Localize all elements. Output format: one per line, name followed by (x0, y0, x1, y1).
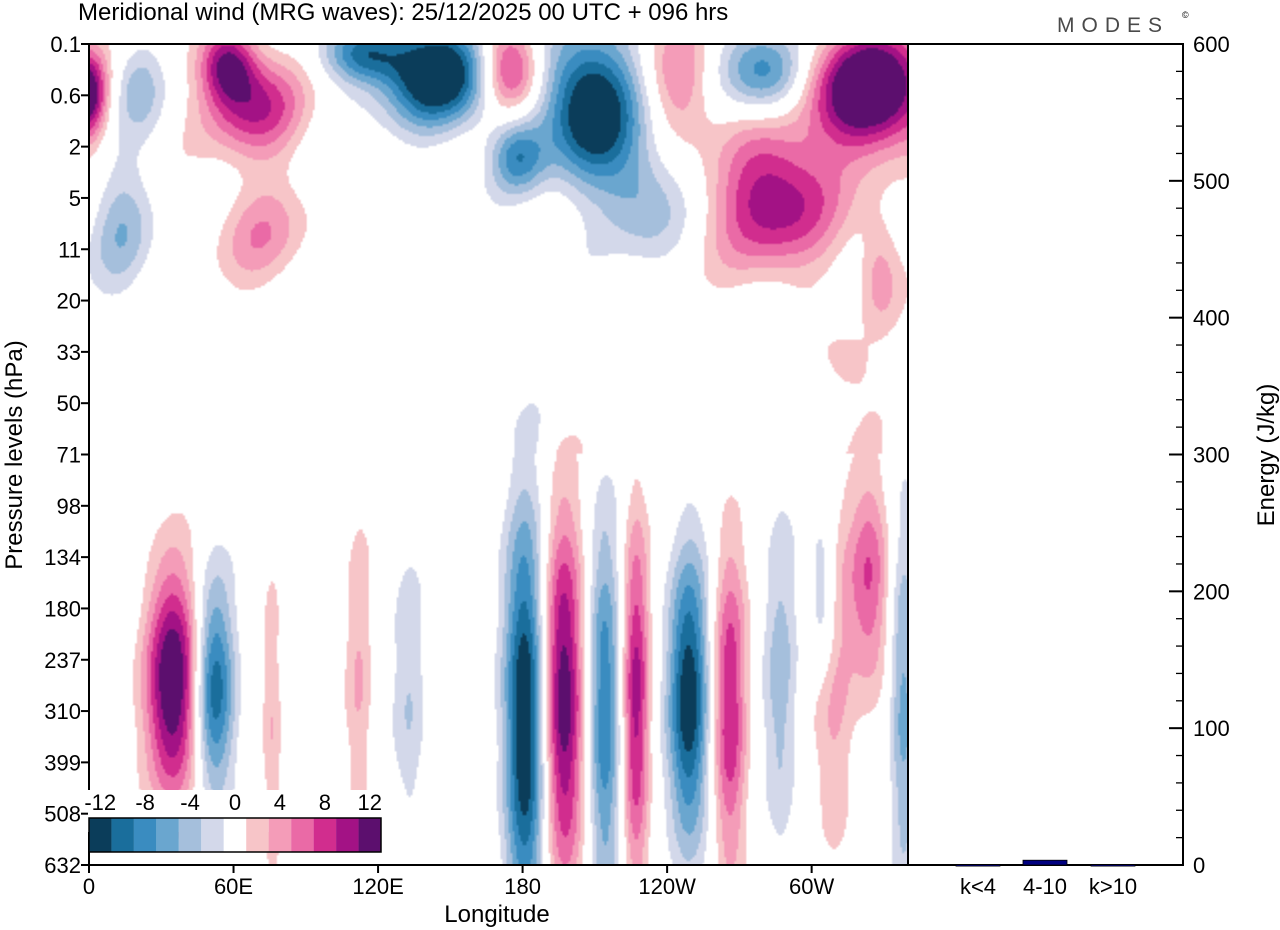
pressure-tick-label: 0.1 (50, 32, 81, 57)
energy-tick-label: 300 (1193, 443, 1230, 468)
colorbar-label: 12 (358, 790, 382, 815)
y-axis-label: Pressure levels (hPa) (1, 340, 28, 569)
colorbar-swatch (156, 818, 179, 852)
colorbar-swatch (178, 818, 202, 852)
energy-tick-label: 200 (1193, 579, 1230, 604)
energy-frame (907, 43, 1184, 866)
pressure-tick-label: 50 (57, 391, 81, 416)
colorbar-swatch (111, 818, 134, 852)
brand-mark: © (1182, 10, 1189, 20)
colorbar-label: -12 (84, 790, 116, 815)
pressure-tick-label: 98 (57, 494, 81, 519)
brand-logo: MODES © (1057, 10, 1189, 37)
pressure-tick-label: 2 (69, 135, 81, 160)
colorbar-label: 8 (319, 790, 331, 815)
colorbar-swatch (358, 818, 381, 852)
pressure-tick-label: 399 (44, 750, 81, 775)
colorbar-swatch (201, 818, 224, 852)
energy-category-label: 4-10 (1023, 874, 1067, 899)
pressure-tick-label: 0.6 (50, 83, 81, 108)
colorbar-label: 0 (229, 790, 241, 815)
energy-tick-label: 500 (1193, 169, 1230, 194)
colorbar-swatch (291, 818, 314, 852)
energy-axis: 0 100 200 300 400 500 600 (1169, 32, 1230, 878)
colorbar-swatch (313, 818, 337, 852)
energy-tick-label: 400 (1193, 306, 1230, 331)
longitude-tick-label: 120W (638, 874, 696, 899)
colorbar-swatch (336, 818, 359, 852)
x-axis-label: Longitude (444, 901, 549, 928)
energy-bar (1022, 859, 1068, 866)
contour-field (89, 44, 908, 865)
pressure-tick-label: 237 (44, 648, 81, 673)
brand-name: MODES (1057, 14, 1169, 37)
pressure-tick-label: 310 (44, 699, 81, 724)
energy-category-label: k<4 (960, 874, 996, 899)
chart-title: Meridional wind (MRG waves): 25/12/2025 … (78, 0, 728, 26)
colorbar-swatch (89, 818, 112, 852)
longitude-tick-label: 0 (83, 874, 95, 899)
energy-tick-label: 600 (1193, 32, 1230, 57)
pressure-tick-label: 20 (57, 289, 81, 314)
energy-axis-label: Energy (J/kg) (1253, 384, 1280, 527)
pressure-tick-label: 33 (57, 340, 81, 365)
colorbar-label: 4 (274, 790, 286, 815)
pressure-tick-label: 11 (58, 237, 81, 262)
pressure-tick-label: 134 (44, 545, 81, 570)
longitude-tick-label: 180 (504, 874, 541, 899)
colorbar-swatch (133, 818, 157, 852)
longitude-axis: 0 60E 120E 180 120W 60W (83, 865, 834, 899)
pressure-tick-label: 508 (44, 802, 81, 827)
pressure-axis: 0.1 0.6 2 5 11 20 33 50 71 98 134 180 237 310 399 508 63… (44, 32, 89, 878)
longitude-tick-label: 120E (352, 874, 403, 899)
colorbar-frame (88, 817, 382, 853)
pressure-tick-label: 5 (69, 186, 81, 211)
longitude-tick-label: 60W (789, 874, 834, 899)
energy-bar (1090, 864, 1136, 867)
colorbar-swatch (223, 818, 247, 852)
colorbar-label: -4 (180, 790, 200, 815)
colorbar-swatch (246, 818, 269, 852)
energy-categories: k<4 4-10 k>10 (960, 874, 1137, 899)
energy-category-label: k>10 (1089, 874, 1137, 899)
pressure-tick-label: 71 (57, 443, 81, 468)
energy-panel: 0 100 200 300 400 500 600 k<4 4-10 k>10 Energy (… (907, 32, 1280, 899)
energy-bar (955, 864, 1001, 867)
pressure-tick-label: 180 (44, 596, 81, 621)
longitude-tick-label: 60E (214, 874, 253, 899)
pressure-tick-label: 632 (44, 853, 81, 878)
colorbar: -12 -8 -4 0 4 8 12 (84, 790, 382, 853)
colorbar-label: -8 (135, 790, 155, 815)
energy-tick-label: 100 (1193, 716, 1230, 741)
colorbar-swatch (268, 818, 292, 852)
energy-tick-label: 0 (1193, 853, 1205, 878)
